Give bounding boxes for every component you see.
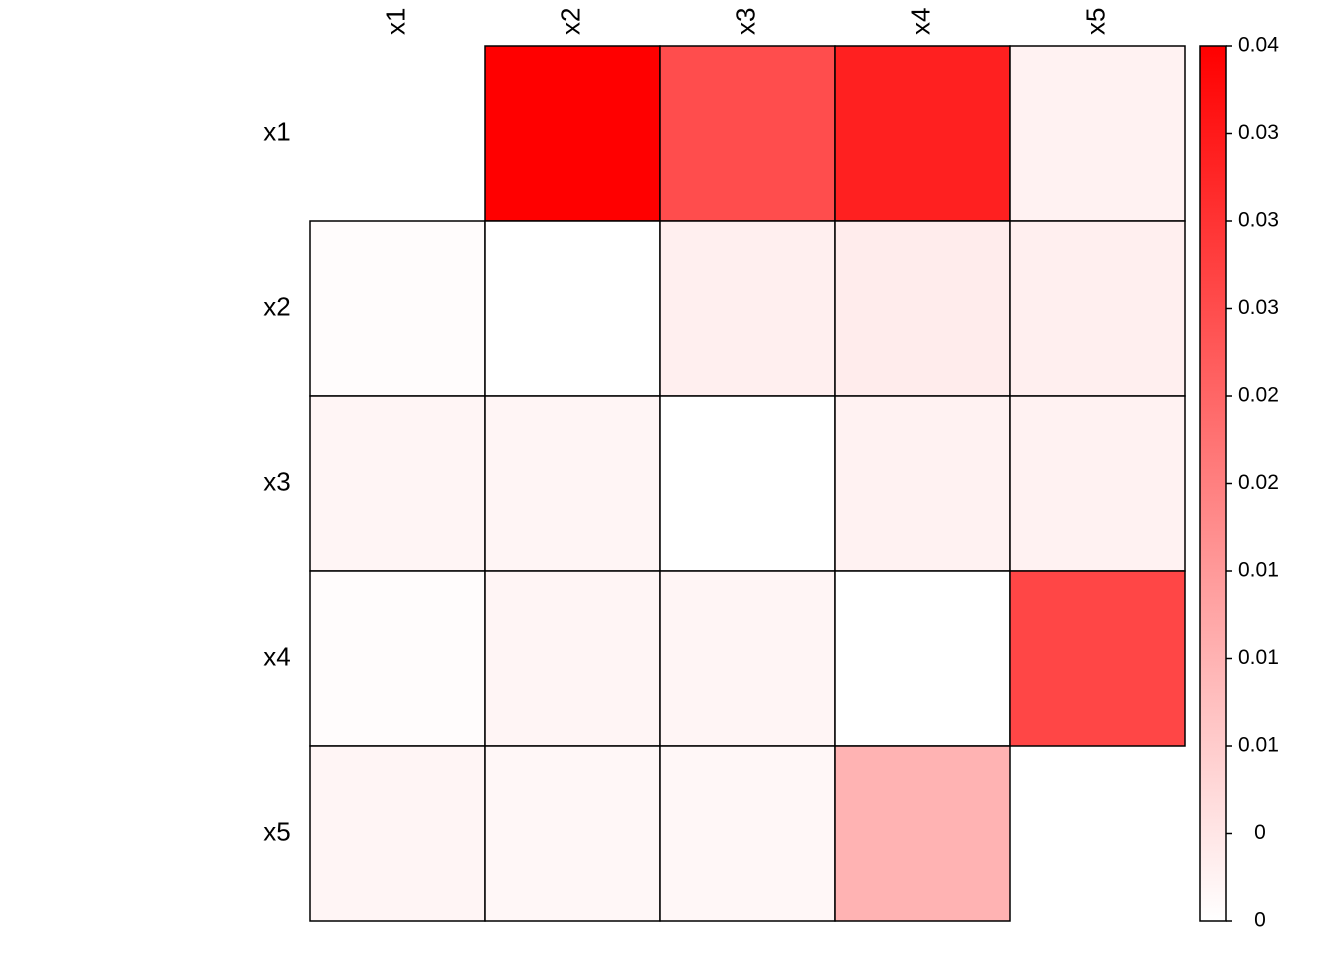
row-label: x3 (263, 466, 290, 496)
heatmap-cell (309, 745, 486, 922)
heatmap-cell (309, 395, 486, 572)
color-bar-label: 0.01 (1238, 559, 1279, 582)
color-bar-label: 0.03 (1238, 296, 1279, 319)
color-bar-label: 0.02 (1238, 384, 1279, 407)
heatmap-cell (1009, 45, 1186, 222)
heatmap-cell (834, 395, 1011, 572)
heatmap-cell (309, 570, 486, 747)
row-label: x2 (263, 291, 290, 321)
heatmap-cell (659, 395, 836, 572)
heatmap-cell (1009, 395, 1186, 572)
heatmap-cell (834, 45, 1011, 222)
color-bar (1199, 45, 1227, 922)
heatmap-cell (484, 570, 661, 747)
heatmap-cell (659, 570, 836, 747)
heatmap-cell (834, 570, 1011, 747)
column-label: x4 (905, 8, 935, 35)
column-label: x1 (380, 8, 410, 35)
column-label: x2 (555, 8, 585, 35)
color-bar-label: 0 (1254, 909, 1266, 932)
column-label: x5 (1080, 8, 1110, 35)
color-bar-label: 0.01 (1238, 646, 1279, 669)
color-bar-label: 0 (1254, 821, 1266, 844)
row-label: x4 (263, 641, 290, 671)
heatmap-cell (484, 220, 661, 397)
heatmap-cell (484, 395, 661, 572)
heatmap-cell (834, 745, 1011, 922)
color-bar-label: 0.04 (1238, 34, 1279, 57)
color-bar-label: 0.03 (1238, 121, 1279, 144)
heatmap-cell (659, 745, 836, 922)
row-label: x5 (263, 816, 290, 846)
heatmap-cell (1009, 570, 1186, 747)
color-bar-label: 0.02 (1238, 471, 1279, 494)
heatmap-cell (484, 745, 661, 922)
heatmap-cell (834, 220, 1011, 397)
heatmap-cell (659, 45, 836, 222)
row-label: x1 (263, 116, 290, 146)
heatmap-cell (484, 45, 661, 222)
color-bar-label: 0.01 (1238, 734, 1279, 757)
heatmap-cell (1009, 220, 1186, 397)
heatmap-cell (659, 220, 836, 397)
heatmap-cell (309, 220, 486, 397)
color-bar-label: 0.03 (1238, 209, 1279, 232)
column-label: x3 (730, 8, 760, 35)
